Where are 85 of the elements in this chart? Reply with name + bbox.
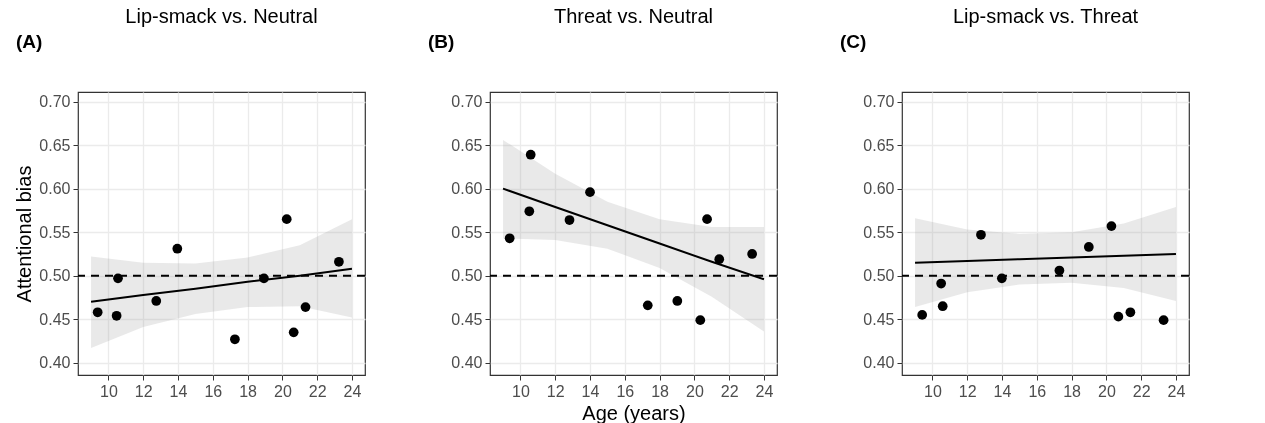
x-tick-label: 16 [204, 382, 223, 400]
text: (B) [428, 31, 455, 52]
y-tick-label: 0.50 [39, 267, 71, 285]
x-tick-label: 20 [685, 382, 704, 400]
point [92, 307, 103, 318]
point [230, 334, 240, 345]
point [714, 254, 725, 265]
x-axis-title: Age (years) [582, 401, 686, 423]
x-tick-label: 24 [343, 382, 362, 400]
y-tick-label: 0.45 [863, 310, 895, 328]
x-tick-label: 18 [651, 382, 670, 400]
point [672, 296, 683, 306]
x-tick-label: 10 [924, 382, 942, 400]
x-tick-label: 16 [1028, 382, 1047, 400]
y-tick-label: 0.65 [451, 136, 483, 154]
point [1113, 311, 1124, 322]
y-tick-label: 0.60 [863, 180, 895, 198]
x-tick-label: 12 [546, 382, 565, 400]
point [334, 256, 344, 267]
text: (A) [16, 31, 43, 52]
y-tick-label: 0.70 [863, 93, 895, 111]
y-tick-label: 0.55 [39, 223, 71, 241]
y-tick-label: 0.65 [863, 136, 895, 154]
chart-title: Lip-smack vs. Threat [952, 5, 1139, 27]
point [702, 214, 712, 224]
x-tick-label: 22 [1132, 382, 1151, 400]
x-tick-label: 20 [273, 382, 292, 400]
x-tick-label: 12 [958, 382, 977, 400]
y-tick-label: 0.55 [451, 223, 483, 241]
point [937, 301, 948, 312]
x-tick-label: 20 [1097, 382, 1116, 400]
point [585, 187, 595, 197]
point [1106, 221, 1117, 231]
y-tick-label: 0.40 [863, 354, 895, 372]
x-tick-label: 18 [239, 382, 258, 400]
y-tick-label: 0.55 [863, 223, 895, 241]
line-series [914, 252, 1177, 264]
y-tick-label: 0.40 [451, 354, 483, 372]
x-tick-label: 10 [100, 382, 118, 400]
y-tick-label: 0.50 [863, 267, 895, 285]
x-tick-label: 10 [512, 382, 530, 400]
point [524, 206, 535, 217]
point [288, 327, 299, 338]
point [525, 149, 536, 160]
point [113, 273, 123, 284]
point [564, 215, 575, 225]
x-tick-label: 12 [134, 382, 153, 400]
point [1054, 265, 1065, 276]
point [172, 243, 183, 254]
x-tick-label: 14 [993, 382, 1012, 400]
y-tick-label: 0.40 [39, 354, 71, 372]
point [1083, 242, 1094, 252]
x-tick-label: 16 [616, 382, 635, 400]
point [1125, 307, 1136, 318]
point [917, 310, 928, 320]
y-axis-title: Attentional bias [13, 165, 36, 303]
y-tick-label: 0.70 [39, 93, 71, 111]
point [1158, 315, 1169, 325]
point [151, 296, 162, 306]
point [976, 229, 986, 240]
y-tick-label: 0.50 [451, 267, 483, 285]
x-tick-label: 14 [581, 382, 600, 400]
point [111, 310, 122, 321]
point [300, 302, 311, 312]
chart-title: Threat vs. Neutral [554, 5, 713, 27]
point [936, 278, 947, 289]
point [281, 214, 292, 224]
x-tick-label: 24 [755, 382, 774, 400]
x-tick-label: 14 [169, 382, 188, 400]
y-tick-label: 0.70 [451, 93, 483, 111]
x-tick-label: 24 [1167, 382, 1186, 400]
text: (C) [840, 31, 867, 52]
y-tick-label: 0.60 [39, 180, 71, 198]
y-tick-label: 0.45 [451, 310, 483, 328]
point [695, 315, 706, 325]
y-tick-label: 0.60 [451, 180, 483, 198]
point [642, 300, 653, 311]
point [747, 249, 757, 259]
x-tick-label: 18 [1063, 382, 1082, 400]
y-tick-label: 0.45 [39, 310, 71, 328]
y-tick-label: 0.65 [39, 136, 71, 154]
chart-title: Lip-smack vs. Neutral [125, 5, 318, 27]
x-tick-label: 22 [308, 382, 327, 400]
x-tick-label: 22 [720, 382, 739, 400]
point [504, 233, 515, 244]
